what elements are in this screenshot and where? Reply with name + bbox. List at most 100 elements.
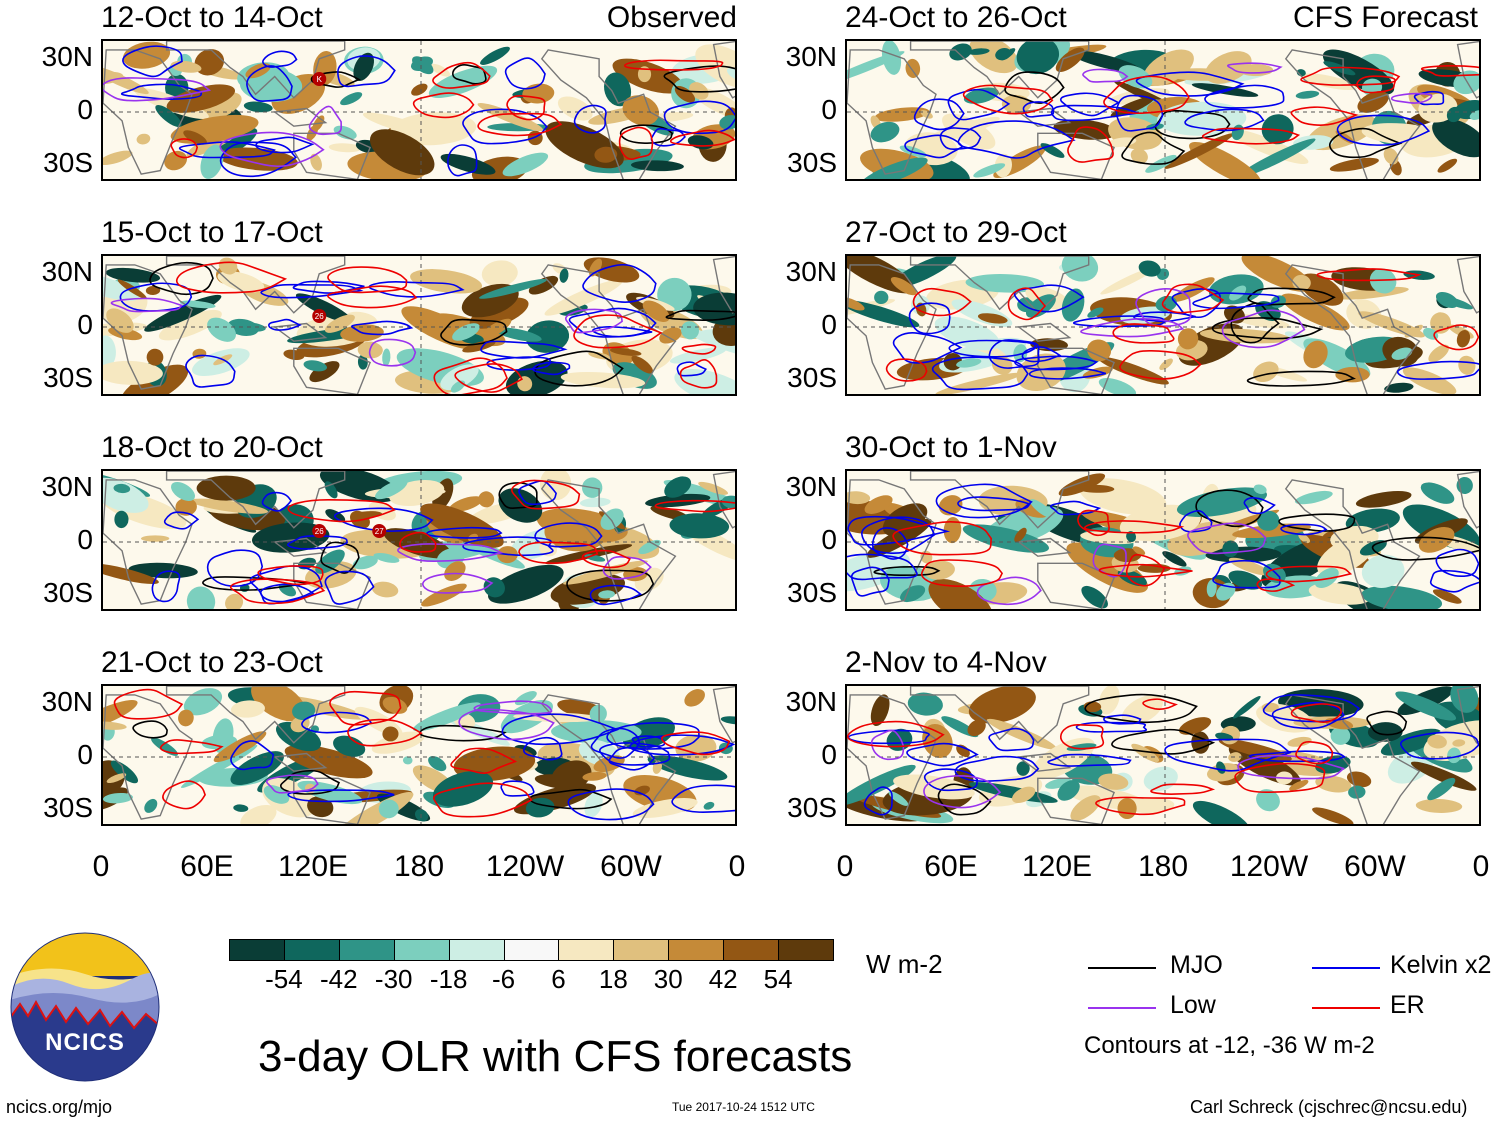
- olr-anomaly-patch: [962, 524, 1049, 553]
- coastline: [1284, 49, 1421, 179]
- wave-contour: [1300, 66, 1401, 86]
- legend-label-er: ER: [1390, 991, 1425, 1019]
- wave-contour: [1084, 693, 1198, 724]
- wave-contour: [1366, 710, 1408, 736]
- wave-contour: [892, 521, 993, 556]
- lon-label: 60E: [180, 850, 234, 883]
- olr-anomaly-patch: [428, 65, 498, 98]
- wave-contour: [486, 356, 552, 371]
- olr-anomaly-patch: [967, 48, 990, 55]
- wave-contour: [606, 722, 700, 750]
- wave-contour: [957, 496, 1032, 512]
- wave-contour: [564, 308, 623, 334]
- wave-contour: [663, 100, 735, 135]
- olr-anomaly-patch: [1087, 339, 1112, 362]
- olr-anomaly-patch: [375, 479, 408, 500]
- olr-anomaly-patch: [928, 579, 993, 609]
- wave-contour: [885, 358, 928, 382]
- olr-anomaly-patch: [612, 362, 657, 389]
- coastline: [1037, 777, 1115, 824]
- olr-anomaly-patch: [1437, 158, 1458, 173]
- wave-contour: [462, 536, 554, 557]
- wave-contour: [163, 511, 200, 530]
- footer-timestamp: Tue 2017-10-24 1512 UTC: [672, 1100, 815, 1114]
- wave-contour: [1171, 288, 1222, 319]
- olr-anomaly-patch: [1130, 148, 1148, 164]
- olr-anomaly-patch: [478, 491, 495, 508]
- olr-anomaly-patch: [847, 550, 910, 592]
- olr-anomaly-patch: [669, 347, 727, 364]
- olr-anomaly-patch: [413, 702, 481, 732]
- wave-contour: [257, 565, 324, 586]
- olr-anomaly-patch: [1098, 686, 1120, 715]
- legend-line-mjo: [1088, 967, 1156, 969]
- wave-contour: [1179, 510, 1213, 533]
- lon-label: 120W: [1229, 850, 1309, 883]
- wave-contour: [1142, 698, 1178, 710]
- lat-label: 30S: [787, 362, 837, 393]
- olr-anomaly-patch: [1446, 106, 1462, 123]
- olr-anomaly-patch: [560, 371, 646, 389]
- wave-contour: [1247, 287, 1336, 306]
- olr-anomaly-patch: [1189, 141, 1262, 179]
- olr-anomaly-patch: [1380, 728, 1442, 756]
- olr-anomaly-patch: [1317, 534, 1376, 577]
- coastline: [272, 322, 328, 342]
- olr-anomaly-patch: [328, 143, 362, 153]
- coastline: [103, 479, 193, 605]
- wave-contour: [1095, 796, 1186, 816]
- coastline: [909, 686, 1090, 744]
- storm-marker-label: 26: [315, 527, 324, 536]
- wave-contour: [110, 297, 183, 313]
- olr-anomaly-patch: [1014, 527, 1027, 543]
- olr-anomaly-patch: [382, 696, 408, 714]
- olr-anomaly-patch: [1113, 548, 1142, 563]
- panel-title: 2-Nov to 4-Nov: [845, 646, 1047, 679]
- wave-contour: [1115, 94, 1164, 132]
- wave-contour: [954, 755, 1040, 783]
- coastline: [272, 107, 328, 127]
- storm-marker: [312, 72, 327, 86]
- lon-label: 0: [836, 850, 854, 883]
- wave-contour: [1328, 127, 1403, 159]
- olr-anomaly-patch: [190, 498, 269, 514]
- olr-anomaly-patch: [1159, 358, 1173, 371]
- coastline: [712, 686, 735, 744]
- olr-anomaly-patch: [689, 82, 709, 100]
- legend-label-low: Low: [1170, 991, 1216, 1019]
- legend-label-mjo: MJO: [1170, 951, 1223, 979]
- colorbar-cell: [229, 939, 285, 961]
- olr-anomaly-patch: [352, 555, 378, 570]
- wave-contour: [1290, 106, 1359, 126]
- lat-label: 30N: [41, 686, 93, 717]
- olr-anomaly-patch: [1281, 293, 1350, 331]
- olr-anomaly-patch: [178, 709, 194, 727]
- wave-contour: [1420, 64, 1479, 77]
- olr-anomaly-patch: [421, 583, 467, 607]
- olr-anomaly-patch: [382, 348, 391, 367]
- lat-label: 30N: [41, 256, 93, 287]
- olr-anomaly-patch: [371, 581, 399, 598]
- olr-anomaly-patch: [864, 495, 893, 514]
- wave-contour: [947, 88, 1011, 121]
- wave-contour: [1201, 127, 1301, 145]
- coastline: [103, 264, 193, 390]
- wave-contour: [1004, 71, 1065, 104]
- wave-contour: [1433, 324, 1479, 351]
- panel-title: 18-Oct to 20-Oct: [101, 431, 323, 464]
- wave-contour: [988, 727, 1035, 752]
- olr-anomaly-patch: [967, 719, 986, 737]
- wave-contour: [1429, 569, 1479, 593]
- olr-anomaly-patch: [140, 535, 170, 542]
- wave-contour: [1316, 268, 1422, 282]
- wave-contour: [589, 584, 643, 606]
- panel-title: 15-Oct to 17-Oct: [101, 216, 323, 249]
- olr-anomaly-patch: [378, 799, 399, 819]
- olr-anomaly-patch: [1070, 795, 1101, 821]
- lon-label: 60E: [924, 850, 978, 883]
- olr-map-p3: 26: [101, 254, 737, 396]
- olr-anomaly-patch: [462, 340, 496, 353]
- wave-contour: [229, 578, 326, 605]
- wave-contour: [368, 338, 417, 367]
- olr-anomaly-patch: [146, 348, 164, 366]
